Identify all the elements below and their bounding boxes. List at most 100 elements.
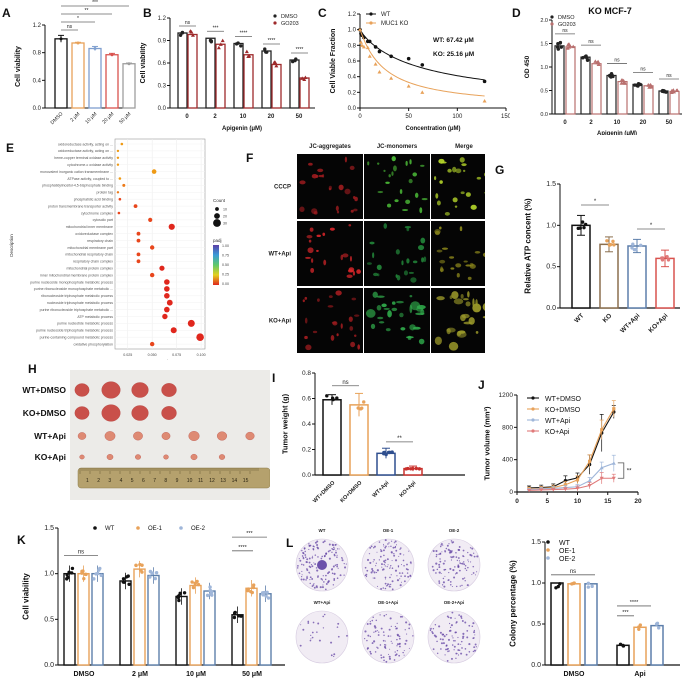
tumor xyxy=(245,431,255,441)
svg-text:0.0: 0.0 xyxy=(33,106,42,112)
svg-text:KO+DMSO: KO+DMSO xyxy=(23,408,67,418)
svg-text:WT+Api: WT+Api xyxy=(372,480,391,499)
svg-text:WT+Api: WT+Api xyxy=(314,600,331,605)
panel-label-b: B xyxy=(143,6,152,20)
svg-text:0.4: 0.4 xyxy=(33,78,42,84)
svg-text:2 μM: 2 μM xyxy=(69,111,81,123)
svg-text:5: 5 xyxy=(131,478,134,484)
svg-text:0: 0 xyxy=(509,489,513,496)
svg-text:KO: 25.16 μM: KO: 25.16 μM xyxy=(433,51,474,58)
svg-text:0.6: 0.6 xyxy=(158,61,167,67)
svg-text:0.3: 0.3 xyxy=(158,84,167,90)
svg-text:mitochondrial respiratory chai: mitochondrial respiratory chain xyxy=(65,253,113,257)
svg-text:ns: ns xyxy=(67,24,73,30)
bar xyxy=(88,47,102,109)
svg-text:WT: WT xyxy=(559,540,571,547)
svg-text:14: 14 xyxy=(232,478,238,484)
tumor xyxy=(131,405,149,421)
svg-text:ns: ns xyxy=(570,569,576,575)
panel-label-f: F xyxy=(246,151,254,165)
svg-text:cytochrome-c oxidase activity: cytochrome-c oxidase activity xyxy=(67,163,113,167)
svg-text:Relative ATP concent (%): Relative ATP concent (%) xyxy=(524,198,533,294)
svg-text:15: 15 xyxy=(604,498,612,505)
tumor xyxy=(77,432,87,440)
svg-text:MUC1 KO: MUC1 KO xyxy=(381,21,409,27)
chart-a: 0.0 0.4 0.8 1.2 Cell viability DMSO 2 μM 10 μM 2… xyxy=(15,0,136,126)
panel-f-microscopy: JC-aggregates JC-monomers Merge CCCP WT+Api K… xyxy=(269,144,485,353)
svg-text:WT: WT xyxy=(319,528,326,533)
svg-text:DMSO: DMSO xyxy=(558,15,575,21)
svg-text:1.2: 1.2 xyxy=(348,12,357,18)
svg-text:WT+Api: WT+Api xyxy=(545,418,571,425)
svg-text:0.025: 0.025 xyxy=(123,353,132,357)
svg-text:ns: ns xyxy=(666,73,672,79)
svg-text:DMSO: DMSO xyxy=(50,111,65,126)
svg-text:1.0: 1.0 xyxy=(531,580,541,587)
svg-text:1.0: 1.0 xyxy=(546,222,556,229)
svg-text:***: *** xyxy=(246,531,253,537)
svg-text:oxidoreductase complex: oxidoreductase complex xyxy=(75,232,113,236)
svg-text:10: 10 xyxy=(574,498,582,505)
svg-text:0.4: 0.4 xyxy=(302,421,311,428)
colony-plate xyxy=(427,538,481,592)
svg-text:10 μM: 10 μM xyxy=(186,671,206,678)
svg-text:0.6: 0.6 xyxy=(348,59,357,65)
svg-text:1.5: 1.5 xyxy=(44,525,54,532)
svg-text:Cell viability: Cell viability xyxy=(140,42,147,83)
svg-text:Description: Description xyxy=(9,234,14,257)
tumor xyxy=(217,431,227,441)
svg-text:**: ** xyxy=(85,8,89,14)
svg-text:0.100: 0.100 xyxy=(197,353,206,357)
svg-text:mitochondrial membrane part: mitochondrial membrane part xyxy=(67,246,113,250)
svg-text:ns: ns xyxy=(588,39,594,45)
chart-c: 0.0 0.2 0.4 0.6 0.8 1.0 1.2 Cell Viable Fractio… xyxy=(330,12,510,132)
tumor xyxy=(161,406,177,420)
svg-text:KO+Api: KO+Api xyxy=(35,452,66,462)
svg-text:20: 20 xyxy=(223,215,227,219)
svg-text:0.5: 0.5 xyxy=(540,89,548,95)
svg-text:GeneRatio: GeneRatio xyxy=(149,359,171,360)
svg-text:2: 2 xyxy=(97,478,100,484)
svg-text:WT+DMSO: WT+DMSO xyxy=(545,396,582,403)
svg-text:1200: 1200 xyxy=(499,392,514,399)
svg-text:OE-2: OE-2 xyxy=(559,556,575,563)
svg-text:1: 1 xyxy=(86,478,89,484)
svg-text:Api: Api xyxy=(634,671,645,678)
chart-l: 0.0 0.5 1.0 1.5 Colony percentage (%) DMSO Api… xyxy=(509,539,680,678)
svg-text:1.5: 1.5 xyxy=(531,539,541,546)
svg-text:***: *** xyxy=(622,610,629,616)
svg-text:50 μM: 50 μM xyxy=(242,671,262,678)
svg-text:9: 9 xyxy=(176,478,179,484)
svg-text:50: 50 xyxy=(405,114,412,120)
panel-label-h: H xyxy=(28,362,37,376)
svg-text:800: 800 xyxy=(502,424,513,431)
svg-text:****: **** xyxy=(296,47,304,53)
panel-label-j: J xyxy=(478,378,485,392)
svg-text:4: 4 xyxy=(120,478,123,484)
svg-text:0.0: 0.0 xyxy=(158,106,167,112)
svg-text:0.2: 0.2 xyxy=(348,90,357,96)
svg-text:0.075: 0.075 xyxy=(172,353,181,357)
svg-text:0: 0 xyxy=(358,114,362,120)
svg-text:purine nucleotide metabolic pr: purine nucleotide metabolic process xyxy=(57,322,113,326)
tumor xyxy=(135,454,141,460)
fluorescence-image xyxy=(364,154,430,219)
svg-text:6: 6 xyxy=(142,478,145,484)
svg-text:0.2: 0.2 xyxy=(302,447,311,454)
svg-text:***: *** xyxy=(213,25,219,31)
fluorescence-image xyxy=(297,221,363,286)
svg-text:15: 15 xyxy=(243,478,249,484)
colony-plate xyxy=(427,610,481,664)
svg-text:oxidoreductase activity, actin: oxidoreductase activity, acting on ... xyxy=(58,142,113,146)
svg-text:10 μM: 10 μM xyxy=(84,111,98,125)
panel-label-k: K xyxy=(17,533,26,547)
svg-text:DMSO: DMSO xyxy=(74,671,96,678)
svg-text:purine ribonucleoside monophos: purine ribonucleoside monophosphate meta… xyxy=(34,287,113,291)
svg-text:OE-2: OE-2 xyxy=(191,526,206,532)
svg-text:inner mitochondrial membrane p: inner mitochondrial membrane protein com… xyxy=(40,273,113,277)
svg-text:Concentration (μM): Concentration (μM) xyxy=(406,126,461,132)
tumor xyxy=(74,383,90,397)
panel-label-d: D xyxy=(512,6,521,20)
svg-text:****: **** xyxy=(630,600,639,606)
